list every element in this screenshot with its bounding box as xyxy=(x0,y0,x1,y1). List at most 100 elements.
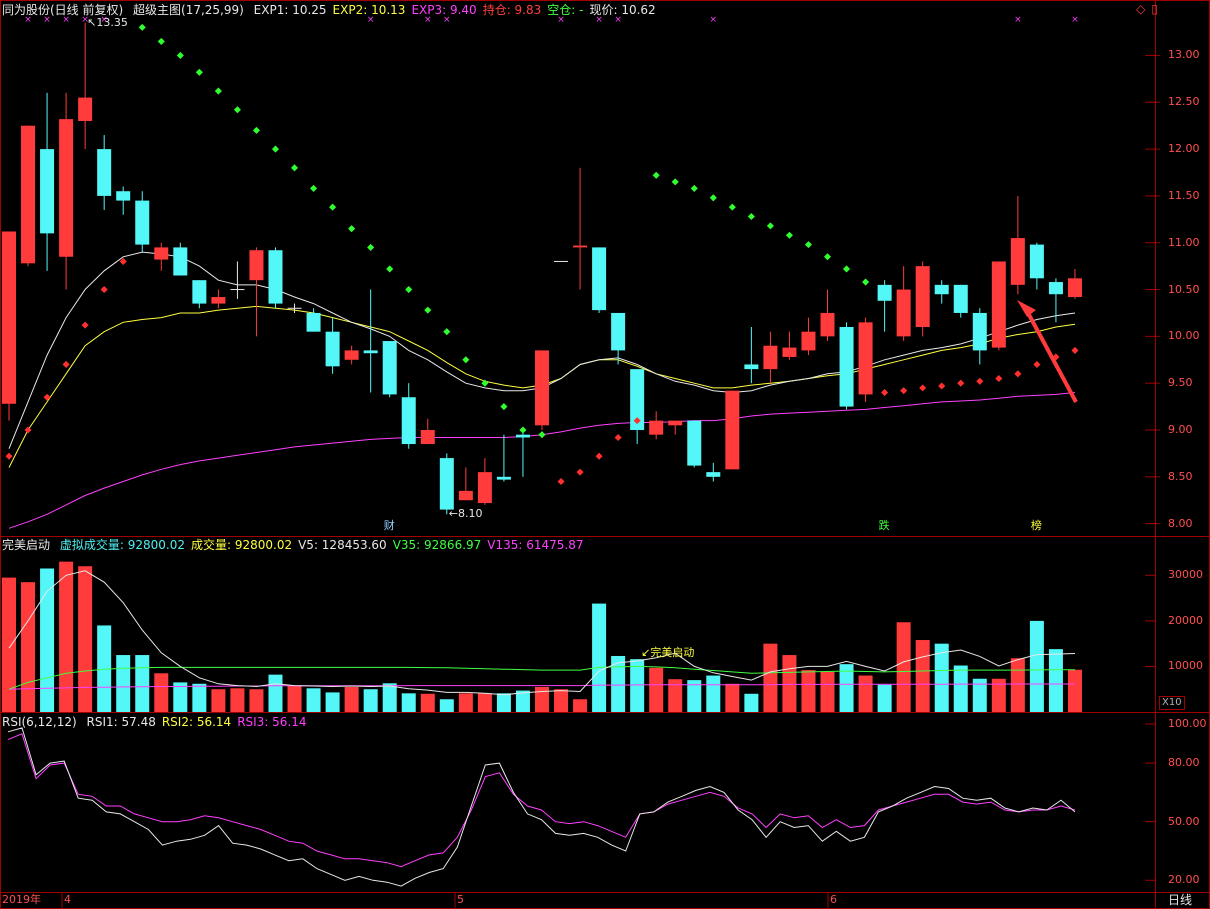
stop-dot xyxy=(290,164,299,172)
volume-bar xyxy=(420,693,435,712)
volume-bar xyxy=(877,684,892,712)
volume-y-tick-label: 30000 xyxy=(1168,568,1203,582)
candle-body xyxy=(59,119,74,257)
stop-dot xyxy=(348,225,356,233)
rsi1-line xyxy=(7,727,1076,887)
main-y-tick-label: 9.50 xyxy=(1168,376,1193,390)
volume-indicator-name[interactable]: 完美启动 xyxy=(2,538,51,552)
stop-dot xyxy=(43,393,51,401)
candle-body xyxy=(2,231,16,404)
stop-dot xyxy=(176,51,184,59)
main-y-tick-label: 10.00 xyxy=(1168,329,1200,343)
stop-dot xyxy=(576,468,584,476)
volume-bar xyxy=(668,679,683,712)
candle-body xyxy=(573,245,588,248)
volume-bar xyxy=(249,689,264,712)
rsi-readout-2: RSI3: 56.14 xyxy=(237,715,307,729)
stop-dot xyxy=(690,184,698,192)
candle-body xyxy=(877,284,892,301)
candlestick-panel[interactable]: × × × × × × × × × × × × × × xyxy=(2,15,1082,529)
stop-dot xyxy=(329,203,337,211)
volume-bar xyxy=(401,693,416,712)
main-y-tick-label: 12.50 xyxy=(1168,95,1200,109)
volume-bar xyxy=(763,643,778,712)
candle-body xyxy=(915,266,930,327)
candle-body xyxy=(1029,244,1044,279)
signal-mark: × xyxy=(557,15,565,25)
stop-dot xyxy=(538,431,546,439)
timeframe-label[interactable]: 日线 xyxy=(1168,893,1193,907)
candle-body xyxy=(192,280,207,304)
volume-annotation: ↙完美启动 xyxy=(641,646,695,659)
candle-body xyxy=(458,490,473,501)
rsi-panel-header: RSI(6,12,12) RSI1: 57.48 RSI2: 56.14 RSI3:… xyxy=(2,714,319,730)
volume-bar xyxy=(78,566,93,712)
volume-bar xyxy=(439,699,454,712)
diamond-icon[interactable]: ◇ xyxy=(1136,2,1146,16)
candle-body xyxy=(706,472,721,477)
signal-mark: × xyxy=(43,15,51,25)
stop-dot xyxy=(1014,370,1022,378)
candle-body xyxy=(782,347,797,357)
volume-bar xyxy=(915,640,930,712)
indicator-name[interactable]: 超级主图(17,25,99) xyxy=(133,3,244,17)
candle-body xyxy=(801,331,816,351)
rsi-readout-1: RSI2: 56.14 xyxy=(161,715,232,729)
stop-dot xyxy=(919,384,927,392)
volume-bar xyxy=(344,686,359,712)
volume-bar xyxy=(116,655,131,712)
candle-body xyxy=(1048,282,1063,295)
stop-dot xyxy=(405,286,413,294)
stop-dot xyxy=(157,37,165,45)
main-readout-4: 空仓: - xyxy=(547,3,584,17)
volume-bar xyxy=(534,686,549,712)
signal-mark: × xyxy=(595,15,603,25)
candle-body xyxy=(97,149,112,196)
candle-body xyxy=(401,397,416,445)
candle-body xyxy=(953,284,968,313)
stop-dot xyxy=(100,286,108,294)
volume-bar xyxy=(477,693,492,712)
volume-panel[interactable] xyxy=(2,561,1082,712)
rsi-panel[interactable] xyxy=(7,727,1076,887)
candle-body xyxy=(496,476,511,480)
x-axis-label-1: 4 xyxy=(64,893,71,906)
stock-name[interactable]: 同为股份(日线 前复权) xyxy=(2,3,124,17)
stop-dot xyxy=(138,23,146,31)
stop-dot xyxy=(614,433,622,442)
stop-dot xyxy=(5,452,13,460)
candle-body xyxy=(934,284,949,295)
signal-mark: × xyxy=(443,15,451,25)
volume-bar xyxy=(611,655,626,712)
candle-body xyxy=(439,458,454,510)
stop-dot xyxy=(214,87,222,95)
high-price-label: ↖13.35 xyxy=(87,15,128,29)
main-readout-5: 现价: 10.62 xyxy=(589,3,656,17)
signal-mark: × xyxy=(1071,15,1079,25)
event-marker-1: 跌 xyxy=(878,519,890,532)
candle-body xyxy=(668,420,683,426)
stop-dot xyxy=(671,178,679,186)
x-axis-label-2: 5 xyxy=(457,893,464,906)
stop-dot xyxy=(424,306,432,314)
stop-dot xyxy=(481,379,489,387)
rsi-indicator-name[interactable]: RSI(6,12,12) xyxy=(2,715,77,729)
main-readout-0: EXP1: 10.25 xyxy=(253,3,327,17)
window-icon[interactable]: ▯ xyxy=(1151,2,1158,16)
volume-bar xyxy=(59,561,74,712)
stop-dot xyxy=(367,243,375,251)
candle-body xyxy=(78,97,93,121)
main-y-tick-label: 11.50 xyxy=(1168,188,1200,202)
stop-dot xyxy=(995,374,1003,383)
stop-dot xyxy=(557,477,565,486)
candle-body xyxy=(611,312,626,351)
stop-dot xyxy=(976,377,984,385)
volume-readout-2: V5: 128453.60 xyxy=(298,538,387,552)
stop-dot xyxy=(785,231,793,239)
stop-dot xyxy=(747,212,755,221)
candle-body xyxy=(344,350,359,360)
volume-bar xyxy=(972,678,987,712)
candle-body xyxy=(534,350,549,426)
